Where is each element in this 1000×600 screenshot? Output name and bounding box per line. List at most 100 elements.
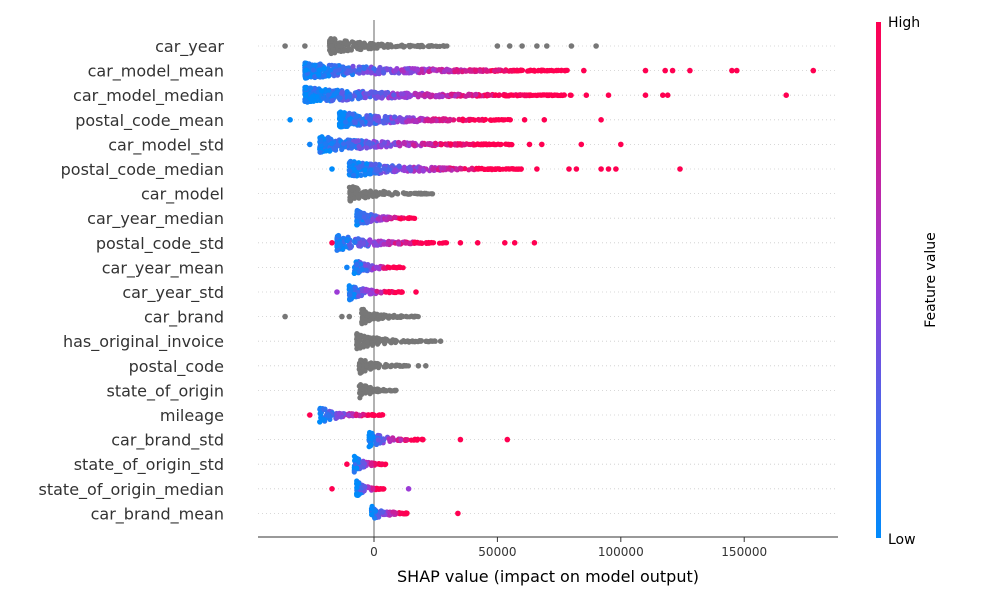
shap-point bbox=[433, 43, 439, 49]
feature-label: postal_code bbox=[129, 357, 224, 377]
shap-point bbox=[448, 141, 454, 147]
shap-point bbox=[358, 357, 364, 363]
shap-point bbox=[403, 363, 410, 369]
shap-point bbox=[463, 68, 469, 74]
shap-point bbox=[326, 73, 332, 79]
shap-point bbox=[368, 335, 374, 341]
shap-point bbox=[396, 241, 402, 247]
shap-point bbox=[372, 144, 378, 150]
shap-point bbox=[469, 166, 475, 172]
shap-point bbox=[343, 119, 349, 125]
shap-point bbox=[354, 211, 361, 218]
shap-point bbox=[497, 166, 503, 172]
shap-outlier-point bbox=[494, 43, 501, 49]
shap-point bbox=[410, 142, 417, 148]
shap-outlier-point bbox=[531, 240, 538, 246]
shap-outlier-point bbox=[329, 486, 335, 492]
shap-point bbox=[376, 412, 382, 418]
shap-point bbox=[308, 96, 314, 102]
shap-point bbox=[394, 190, 400, 196]
shap-point bbox=[419, 436, 425, 442]
shap-outlier-point bbox=[457, 240, 464, 246]
feature-label: has_original_invoice bbox=[63, 332, 224, 352]
shap-point bbox=[428, 118, 435, 124]
feature-label: car_brand_std bbox=[111, 431, 224, 451]
shap-outlier-point bbox=[734, 67, 740, 74]
shap-point bbox=[362, 358, 368, 364]
shap-point bbox=[553, 92, 559, 98]
shap-point bbox=[381, 166, 387, 172]
shap-point bbox=[382, 388, 388, 394]
shap-point bbox=[320, 95, 326, 101]
shap-point bbox=[367, 311, 373, 317]
shap-point bbox=[362, 484, 368, 490]
shap-point bbox=[364, 219, 370, 225]
shap-point bbox=[362, 43, 368, 49]
shap-point bbox=[357, 395, 363, 401]
shap-point bbox=[475, 141, 481, 147]
shap-point bbox=[367, 40, 373, 47]
x-tick-label: 50000 bbox=[478, 545, 516, 559]
shap-point bbox=[338, 122, 344, 128]
shap-outlier-point bbox=[282, 313, 288, 320]
shap-point bbox=[346, 292, 353, 298]
feature-label: state_of_origin_median bbox=[39, 480, 224, 500]
shap-outlier-point bbox=[810, 67, 817, 74]
shap-point bbox=[468, 117, 474, 123]
shap-point bbox=[354, 342, 360, 348]
shap-outlier-point bbox=[677, 166, 683, 172]
shap-point bbox=[379, 509, 385, 515]
colorbar bbox=[876, 22, 881, 538]
shap-point bbox=[391, 114, 398, 120]
shap-point bbox=[351, 172, 357, 178]
shap-point bbox=[368, 89, 374, 95]
shap-point bbox=[345, 140, 351, 146]
x-tick-label: 150000 bbox=[721, 545, 767, 559]
shap-point bbox=[356, 459, 362, 465]
feature-label: car_year_mean bbox=[102, 258, 224, 278]
shap-point bbox=[367, 171, 373, 177]
shap-point bbox=[323, 148, 329, 154]
shap-point bbox=[491, 68, 498, 74]
shap-point bbox=[376, 312, 382, 318]
shap-outlier-point bbox=[539, 141, 545, 148]
shap-point bbox=[395, 314, 402, 320]
shap-point bbox=[415, 436, 421, 442]
shap-point bbox=[403, 191, 409, 197]
shap-outlier-point bbox=[457, 436, 464, 443]
shap-point bbox=[475, 166, 481, 172]
shap-point bbox=[426, 91, 432, 97]
shap-outlier-point bbox=[415, 363, 422, 369]
shap-outlier-point bbox=[642, 67, 649, 74]
shap-point bbox=[363, 286, 369, 292]
shap-point bbox=[367, 188, 374, 194]
shap-outlier-point bbox=[344, 461, 350, 468]
shap-point bbox=[356, 363, 362, 369]
shap-point bbox=[381, 69, 387, 75]
x-axis-label: SHAP value (impact on model output) bbox=[397, 567, 699, 586]
shap-point bbox=[358, 41, 364, 47]
shap-point bbox=[325, 92, 331, 98]
shap-point bbox=[375, 191, 381, 197]
feature-label: postal_code_median bbox=[61, 160, 224, 180]
shap-point bbox=[538, 67, 544, 73]
shap-point bbox=[372, 515, 378, 521]
shap-point bbox=[368, 461, 374, 467]
shap-point bbox=[488, 117, 494, 123]
shap-point bbox=[397, 264, 403, 271]
shap-point bbox=[302, 98, 308, 104]
shap-outlier-point bbox=[605, 166, 612, 172]
shap-point bbox=[387, 215, 393, 221]
shap-point bbox=[466, 141, 472, 147]
shap-outlier-point bbox=[521, 117, 528, 123]
shap-point bbox=[371, 311, 377, 317]
shap-point bbox=[375, 386, 381, 392]
shap-point bbox=[383, 217, 389, 223]
shap-point bbox=[314, 94, 320, 100]
shap-point bbox=[368, 316, 375, 322]
shap-point bbox=[366, 46, 372, 52]
shap-point bbox=[441, 68, 447, 75]
shap-point bbox=[355, 186, 361, 192]
shap-point bbox=[446, 118, 452, 124]
shap-outlier-point bbox=[687, 67, 693, 74]
